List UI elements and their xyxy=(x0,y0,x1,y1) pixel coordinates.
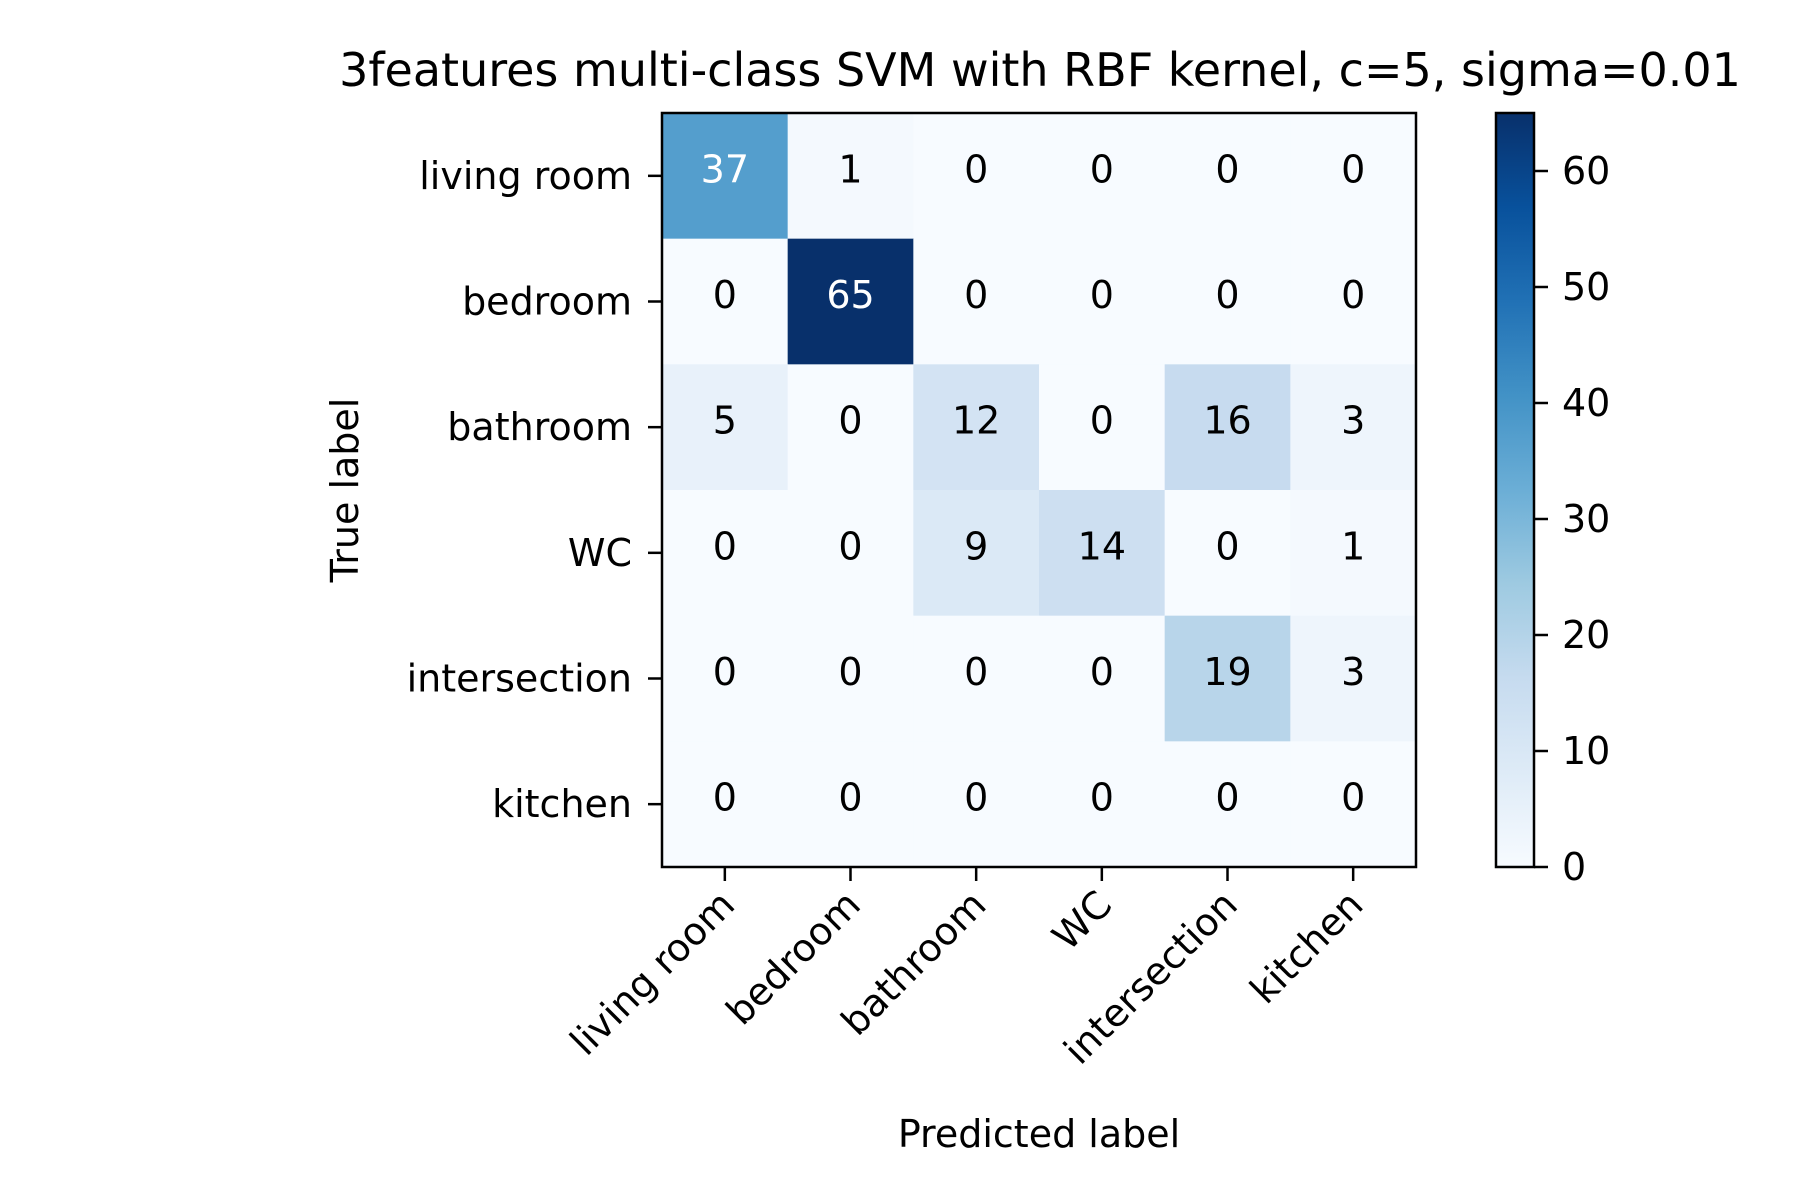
colorbar: 0 10 20 30 40 50 60 xyxy=(1494,111,1610,889)
colorbar-tick-label: 10 xyxy=(1562,729,1610,773)
cell-value-label: 0 xyxy=(964,650,988,694)
heatmap-cell xyxy=(787,113,914,240)
heatmap-cell xyxy=(1039,364,1166,491)
cell-value-label: 12 xyxy=(952,399,1000,443)
plot-frame xyxy=(660,111,1418,869)
chart-title: 3features multi-class SVM with RBF kerne… xyxy=(339,43,1741,97)
cell-value-label: 16 xyxy=(1203,399,1251,443)
cell-value-label: 19 xyxy=(1203,650,1251,694)
colorbar-ticks: 0 10 20 30 40 50 60 xyxy=(1534,149,1610,889)
cell-value-label: 0 xyxy=(964,273,988,317)
cell-value-label: 0 xyxy=(1090,273,1114,317)
x-tick-label: WC xyxy=(1044,882,1120,958)
heatmap-cell xyxy=(1164,741,1291,868)
heatmap-cell xyxy=(913,741,1040,868)
heatmap-cell xyxy=(1290,113,1417,240)
x-tick-label: kitchen xyxy=(1241,882,1371,1012)
cell-value-label: 3 xyxy=(1341,650,1365,694)
heatmap-cell xyxy=(1164,364,1291,491)
cell-value-label: 0 xyxy=(713,776,737,820)
heatmap-cell xyxy=(1039,741,1166,868)
cell-value-label: 65 xyxy=(826,273,874,317)
cell-value-label: 0 xyxy=(1090,399,1114,443)
x-axis-label: Predicted label xyxy=(898,1112,1180,1156)
heatmap-cell xyxy=(1290,741,1417,868)
heatmap-cell xyxy=(913,615,1040,742)
heatmap-cell xyxy=(1039,615,1166,742)
heatmap-cell xyxy=(1164,615,1291,742)
y-tick-label: living room xyxy=(419,154,632,198)
heatmap-cell xyxy=(913,364,1040,491)
heatmap-cell xyxy=(1164,238,1291,365)
colorbar-tick-label: 0 xyxy=(1562,845,1586,889)
cell-value-label: 0 xyxy=(713,273,737,317)
cell-value-label: 0 xyxy=(713,650,737,694)
y-tick-label: WC xyxy=(568,531,632,575)
cell-value-label: 0 xyxy=(1341,776,1365,820)
cell-value-label: 0 xyxy=(1215,147,1239,191)
heatmap-cell xyxy=(787,741,914,868)
heatmap-cells: 37 1 0 0 0 0 0 65 0 0 0 0 5 0 12 0 16 3 0 0 9 14 0 1 0 0 0 0 19 3 0 0 0 0… xyxy=(662,113,1417,868)
cell-value-label: 1 xyxy=(1341,524,1365,568)
heatmap-cell xyxy=(1039,113,1166,240)
heatmap-cell xyxy=(913,238,1040,365)
cell-value-label: 0 xyxy=(1215,273,1239,317)
heatmap-cell xyxy=(787,364,914,491)
y-tick-label: bathroom xyxy=(447,405,632,449)
cell-value-label: 14 xyxy=(1078,524,1126,568)
cell-value-label: 0 xyxy=(1090,147,1114,191)
cell-value-label: 37 xyxy=(701,147,749,191)
cell-value-label: 0 xyxy=(838,650,862,694)
colorbar-tick-label: 60 xyxy=(1562,149,1610,193)
heatmap-cell xyxy=(1039,238,1166,365)
cell-value-label: 0 xyxy=(1215,524,1239,568)
heatmap-cell xyxy=(913,113,1040,240)
cell-value-label: 0 xyxy=(1090,776,1114,820)
cell-value-label: 5 xyxy=(713,399,737,443)
heatmap-cell xyxy=(913,490,1040,617)
y-tick-label: intersection xyxy=(407,657,632,701)
cell-value-label: 0 xyxy=(964,147,988,191)
heatmap-cell xyxy=(662,615,789,742)
y-tick-label: bedroom xyxy=(462,280,632,324)
cell-value-label: 1 xyxy=(838,147,862,191)
colorbar-gradient xyxy=(1494,111,1536,869)
cell-value-label: 0 xyxy=(838,776,862,820)
cell-value-label: 0 xyxy=(838,524,862,568)
cell-value-label: 0 xyxy=(1090,650,1114,694)
heatmap-cell xyxy=(662,238,789,365)
colorbar-tick-label: 40 xyxy=(1562,381,1610,425)
y-axis: living room bedroom bathroom WC intersection… xyxy=(407,154,662,826)
heatmap-cell xyxy=(1290,238,1417,365)
heatmap-cell xyxy=(1164,113,1291,240)
colorbar-tick-label: 50 xyxy=(1562,265,1610,309)
cell-value-label: 0 xyxy=(713,524,737,568)
heatmap-cell xyxy=(1290,490,1417,617)
heatmap-cell xyxy=(662,490,789,617)
cell-value-label: 0 xyxy=(1341,273,1365,317)
heatmap-cell xyxy=(1290,615,1417,742)
cell-value-label: 3 xyxy=(1341,399,1365,443)
x-tick-label: living room xyxy=(562,882,744,1064)
heatmap-cell xyxy=(662,364,789,491)
colorbar-tick-label: 20 xyxy=(1562,613,1610,657)
heatmap-cell xyxy=(1039,490,1166,617)
cell-value-label: 0 xyxy=(1215,776,1239,820)
y-tick-label: kitchen xyxy=(492,782,632,826)
heatmap-cell xyxy=(1164,490,1291,617)
heatmap-cell xyxy=(1290,364,1417,491)
heatmap-cell xyxy=(787,490,914,617)
heatmap-cell xyxy=(662,113,789,240)
y-axis-label: True label xyxy=(323,398,367,584)
cell-value-label: 0 xyxy=(1341,147,1365,191)
heatmap-cell xyxy=(787,238,914,365)
colorbar-tick-label: 30 xyxy=(1562,497,1610,541)
cell-value-label: 0 xyxy=(838,399,862,443)
heatmap-cell xyxy=(787,615,914,742)
heatmap-cell xyxy=(662,741,789,868)
cell-value-label: 9 xyxy=(964,524,988,568)
cell-value-label: 0 xyxy=(964,776,988,820)
